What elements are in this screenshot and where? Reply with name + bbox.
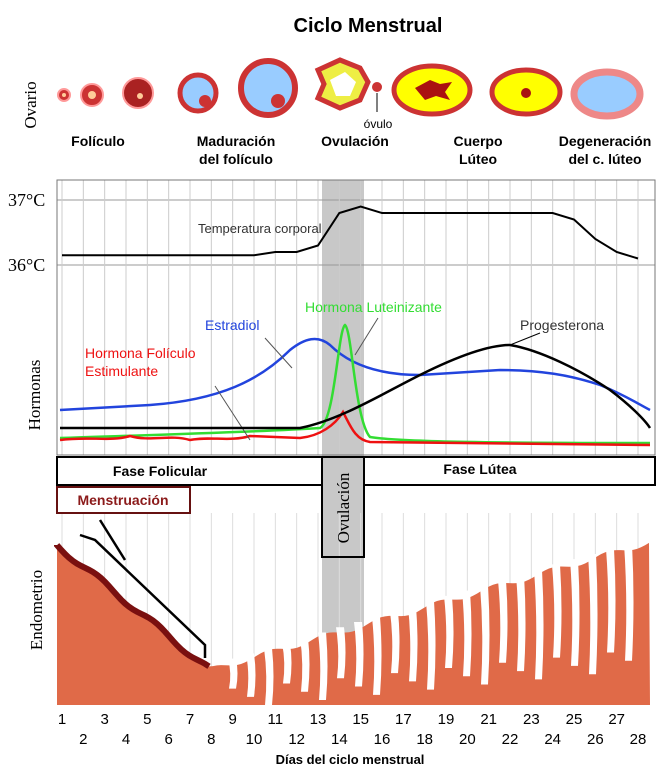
ovum-label: óvulo <box>364 117 393 131</box>
ovulation-label: Ovulación <box>334 472 353 543</box>
x-tick-label: 28 <box>630 731 647 748</box>
hormone-label: Progesterona <box>520 317 604 333</box>
x-tick-label: 20 <box>459 731 476 748</box>
x-axis-label: Días del ciclo menstrual <box>276 752 425 767</box>
stage-label: del folículo <box>199 151 273 167</box>
x-tick-label: 5 <box>143 711 151 728</box>
x-tick-label: 1 <box>58 711 66 728</box>
title: Ciclo Menstrual <box>294 15 443 37</box>
y-tick-label: 37°C <box>8 190 45 210</box>
x-tick-label: 24 <box>544 731 561 748</box>
x-tick-label: 13 <box>310 711 327 728</box>
x-tick-label: 17 <box>395 711 412 728</box>
x-tick-label: 10 <box>246 731 263 748</box>
menstruation-label: Menstruación <box>77 492 168 508</box>
x-tick-label: 14 <box>331 731 348 748</box>
luteal-label: Fase Lútea <box>443 461 516 477</box>
y-tick-label: 36°C <box>8 255 45 275</box>
stage-label: Cuerpo <box>454 133 503 149</box>
hormones-label: Hormonas <box>25 360 44 431</box>
menstrual-cycle-diagram: Ciclo Menstrual Ovario óvulo Folículo Mad… <box>0 0 668 770</box>
stage-label: Ovulación <box>321 133 389 149</box>
x-tick-label: 18 <box>416 731 433 748</box>
endometrium-label: Endometrio <box>27 570 46 650</box>
x-tick-label: 22 <box>502 731 519 748</box>
ovary-label: Ovario <box>21 81 40 128</box>
stage-label: Lúteo <box>459 151 497 167</box>
x-tick-label: 6 <box>164 731 172 748</box>
x-tick-label: 12 <box>288 731 305 748</box>
x-tick-label: 19 <box>438 711 455 728</box>
temperature-label: Temperatura corporal <box>198 221 322 236</box>
hormone-label: Estimulante <box>85 363 158 379</box>
x-tick-label: 8 <box>207 731 215 748</box>
x-tick-label: 11 <box>268 711 284 728</box>
stage-label: del c. lúteo <box>568 151 641 167</box>
x-tick-label: 25 <box>566 711 583 728</box>
x-tick-label: 2 <box>79 731 87 748</box>
x-tick-label: 7 <box>186 711 194 728</box>
x-tick-label: 21 <box>480 711 497 728</box>
x-tick-label: 26 <box>587 731 604 748</box>
x-tick-label: 15 <box>352 711 369 728</box>
hormone-label: Hormona Folículo <box>85 345 196 361</box>
stage-label: Maduración <box>197 133 276 149</box>
hormone-label: Hormona Luteinizante <box>305 299 442 315</box>
hormone-label: Estradiol <box>205 317 259 333</box>
x-tick-label: 3 <box>100 711 108 728</box>
x-tick-label: 16 <box>374 731 391 748</box>
stage-label: Folículo <box>71 133 125 149</box>
x-tick-label: 9 <box>228 711 236 728</box>
stage-label: Degeneración <box>559 133 652 149</box>
x-tick-label: 23 <box>523 711 540 728</box>
x-tick-label: 27 <box>608 711 625 728</box>
x-tick-label: 4 <box>122 731 130 748</box>
follicular-label: Fase Folicular <box>113 463 208 479</box>
